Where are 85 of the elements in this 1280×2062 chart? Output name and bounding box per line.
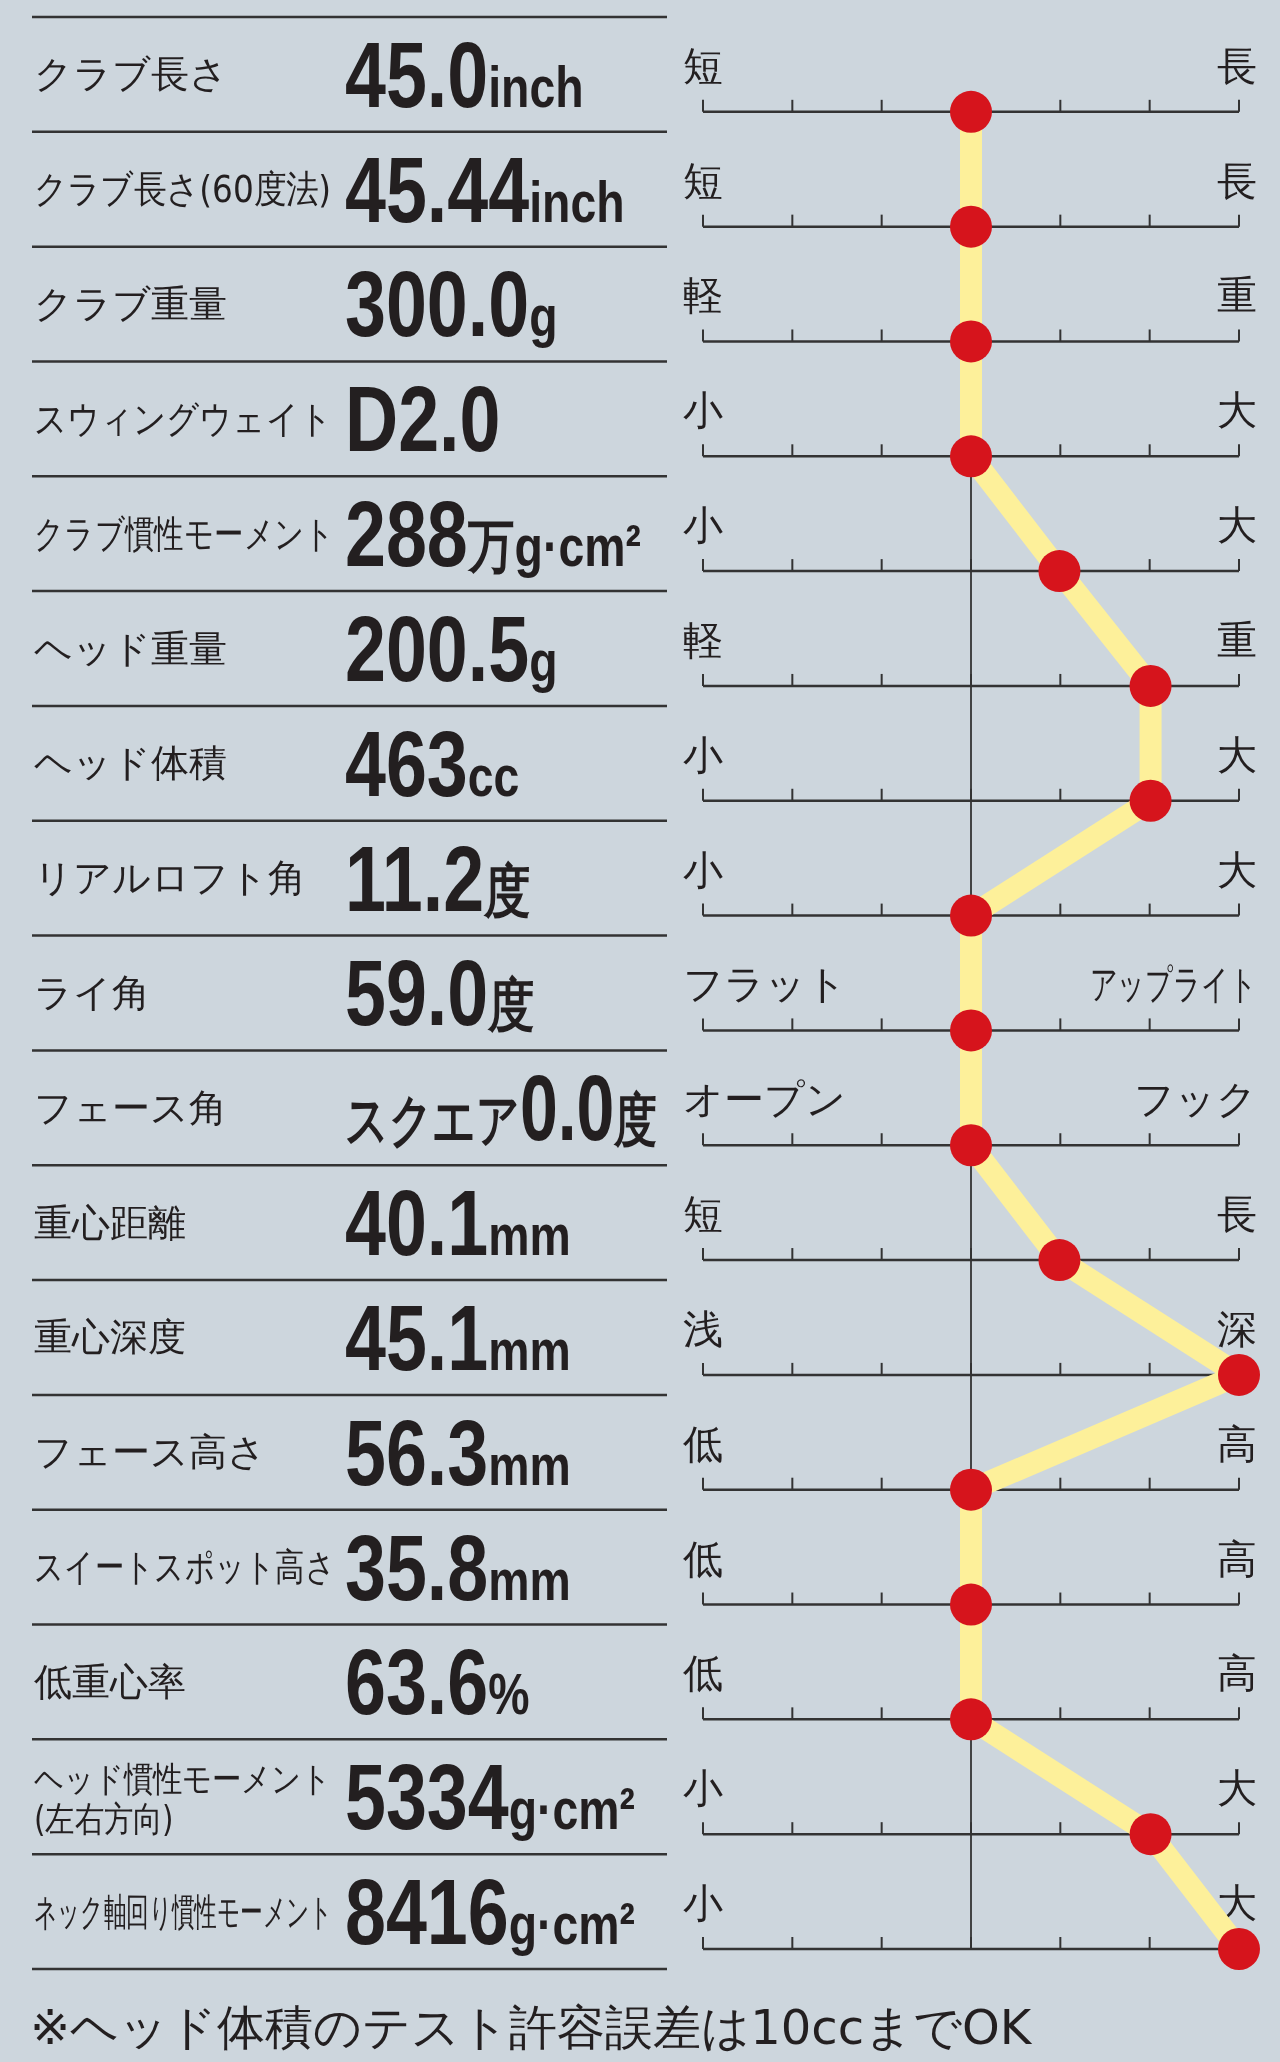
y-tick-label: ネック軸回り慣性モーメント <box>34 1889 333 1934</box>
text: 463cc <box>345 712 520 816</box>
text: 小 <box>683 731 723 778</box>
text: 59.0度 <box>345 942 536 1046</box>
y-tick-label: フェース角 <box>34 1085 227 1130</box>
annotation: 長 <box>1217 157 1257 204</box>
y-tick-label: フェース高さ <box>34 1430 266 1475</box>
text: 低 <box>683 1650 723 1697</box>
text: 35.8mm <box>345 1516 571 1620</box>
annotation: フック <box>1134 1076 1257 1123</box>
text: 軽 <box>683 616 723 663</box>
y-tick-label: クラブ慣性モーメント <box>34 510 335 556</box>
text: 浅 <box>683 1305 723 1352</box>
text: 軽 <box>683 272 723 319</box>
point <box>1129 1813 1172 1856</box>
text: スクエア0.0度 <box>345 1057 658 1160</box>
text: 8416g·cm² <box>345 1861 636 1964</box>
point <box>950 205 992 248</box>
annotation: 大 <box>1217 846 1257 893</box>
annotation: 重 <box>1217 272 1257 319</box>
text: 45.1mm <box>345 1287 571 1390</box>
text: 低 <box>683 1535 723 1582</box>
text: 200.5g <box>345 598 558 701</box>
point <box>950 894 992 937</box>
annotation: 高 <box>1217 1535 1257 1582</box>
text: 45.0inch <box>345 24 584 127</box>
text: 短 <box>683 42 723 89</box>
annotation: 高 <box>1217 1650 1257 1697</box>
y-tick-label: ライ角 <box>34 971 150 1015</box>
point <box>1129 664 1172 707</box>
text: 長 <box>1217 42 1257 89</box>
text: 300.0g <box>345 253 558 357</box>
text: 288万g·cm² <box>345 483 641 586</box>
annotation: 高 <box>1217 1420 1257 1467</box>
annotation: アップライト <box>1089 961 1257 1008</box>
y-tick-label: リアルロフト角 <box>34 856 306 901</box>
y-tick-label: スウィングウェイト <box>34 396 332 441</box>
y-tick-label: 重心深度 <box>34 1315 186 1360</box>
y-tick-label: ヘッド体積 <box>34 741 227 786</box>
text: D2.0 <box>345 368 501 472</box>
text: 11.2度 <box>345 827 531 931</box>
annotation: 長 <box>1217 1191 1257 1238</box>
y-tick-label: クラブ長さ <box>34 52 228 97</box>
text: 小 <box>683 1880 723 1926</box>
point <box>1218 1928 1260 1970</box>
annotation: 大 <box>1217 502 1257 549</box>
text: 45.44inch <box>345 138 625 242</box>
text: フラット <box>683 961 847 1008</box>
y-tick-label: クラブ長さ(60度法) <box>34 166 332 211</box>
annotation: 重 <box>1217 616 1257 663</box>
text: ※ヘッド体積のテスト許容誤差は10ccまでOK <box>30 1999 1033 2055</box>
annotation: 大 <box>1217 1765 1257 1812</box>
point <box>950 1698 992 1741</box>
text: 短 <box>683 157 723 204</box>
text: 小 <box>683 846 723 893</box>
text: 40.1mm <box>345 1172 571 1275</box>
text: オープン <box>683 1076 846 1123</box>
y-tick-label: 重心距離 <box>34 1200 186 1245</box>
point <box>950 320 992 363</box>
y-tick-label: ヘッド重量 <box>34 626 227 671</box>
annotation: 深 <box>1217 1305 1257 1352</box>
text: 小 <box>683 502 723 549</box>
point <box>950 1124 992 1167</box>
text: 63.6% <box>345 1631 530 1735</box>
point <box>950 1583 992 1626</box>
y-tick-label: スイートスポット高さ <box>34 1544 336 1590</box>
text: 短 <box>683 1191 723 1238</box>
point <box>950 1009 992 1052</box>
y-tick-label: 低重心率 <box>34 1659 186 1704</box>
point <box>950 90 992 133</box>
point <box>1038 1239 1081 1282</box>
text: 小 <box>683 1765 723 1812</box>
y-tick-label: クラブ重量 <box>34 282 227 327</box>
annotation: 大 <box>1217 731 1257 778</box>
text: 56.3mm <box>345 1401 571 1505</box>
text: 低 <box>683 1420 723 1467</box>
point <box>1038 550 1081 593</box>
text: 5334g·cm² <box>345 1746 636 1850</box>
text: 小 <box>683 387 723 434</box>
point <box>1218 1353 1260 1396</box>
y-tick-label: ヘッド慣性モーメント(左右方向) <box>34 1758 332 1840</box>
point <box>950 435 992 478</box>
annotation: 大 <box>1217 387 1257 434</box>
point <box>1129 779 1172 822</box>
point <box>950 1468 992 1511</box>
